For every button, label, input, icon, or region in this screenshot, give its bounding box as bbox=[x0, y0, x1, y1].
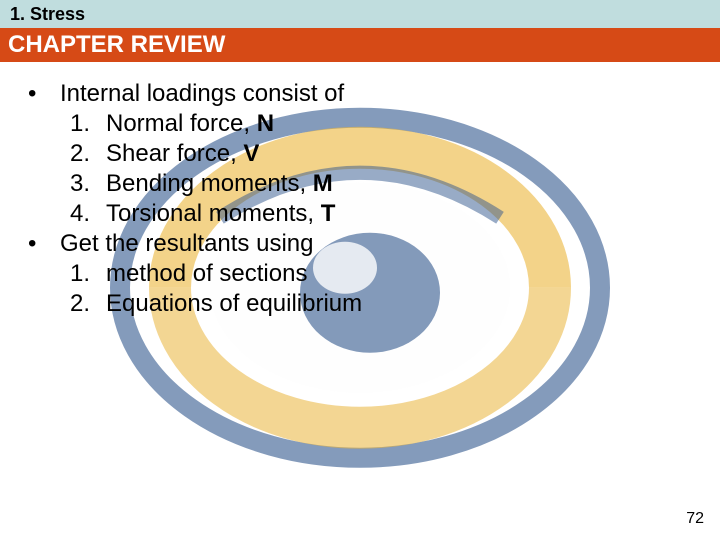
item-number: 2. bbox=[70, 140, 106, 168]
item-bold-symbol: T bbox=[321, 200, 336, 227]
item-text: Equations of equilibrium bbox=[106, 290, 362, 318]
item-number: 2. bbox=[70, 290, 106, 318]
bullet-text: Internal loadings consist of bbox=[60, 80, 344, 108]
item-text: Normal force, N bbox=[106, 110, 274, 138]
bullet-text: Get the resultants using bbox=[60, 230, 313, 258]
item-number: 1. bbox=[70, 110, 106, 138]
item-number: 3. bbox=[70, 170, 106, 198]
item-number: 4. bbox=[70, 200, 106, 228]
page-number: 72 bbox=[686, 510, 704, 528]
item-bold-symbol: M bbox=[313, 170, 333, 197]
item-text: Shear force, V bbox=[106, 140, 259, 168]
item-text: Torsional moments, T bbox=[106, 200, 335, 228]
chapter-label: 1. Stress bbox=[10, 4, 85, 25]
content-area: •Internal loadings consist of1.Normal fo… bbox=[0, 62, 720, 318]
section-title-bar: CHAPTER REVIEW bbox=[0, 28, 720, 62]
bullet-symbol: • bbox=[20, 230, 60, 258]
bullet-item: •Internal loadings consist of bbox=[20, 80, 710, 108]
section-title: CHAPTER REVIEW bbox=[8, 31, 225, 59]
item-text: method of sections bbox=[106, 260, 307, 288]
item-text: Bending moments, M bbox=[106, 170, 333, 198]
item-bold-symbol: V bbox=[243, 140, 259, 167]
item-number: 1. bbox=[70, 260, 106, 288]
numbered-item: 1.method of sections bbox=[20, 260, 710, 288]
numbered-item: 2.Equations of equilibrium bbox=[20, 290, 710, 318]
bullet-symbol: • bbox=[20, 80, 60, 108]
numbered-item: 3.Bending moments, M bbox=[20, 170, 710, 198]
chapter-header: 1. Stress bbox=[0, 0, 720, 28]
numbered-item: 1.Normal force, N bbox=[20, 110, 710, 138]
numbered-item: 4.Torsional moments, T bbox=[20, 200, 710, 228]
numbered-item: 2.Shear force, V bbox=[20, 140, 710, 168]
bullet-item: •Get the resultants using bbox=[20, 230, 710, 258]
item-bold-symbol: N bbox=[257, 110, 274, 137]
